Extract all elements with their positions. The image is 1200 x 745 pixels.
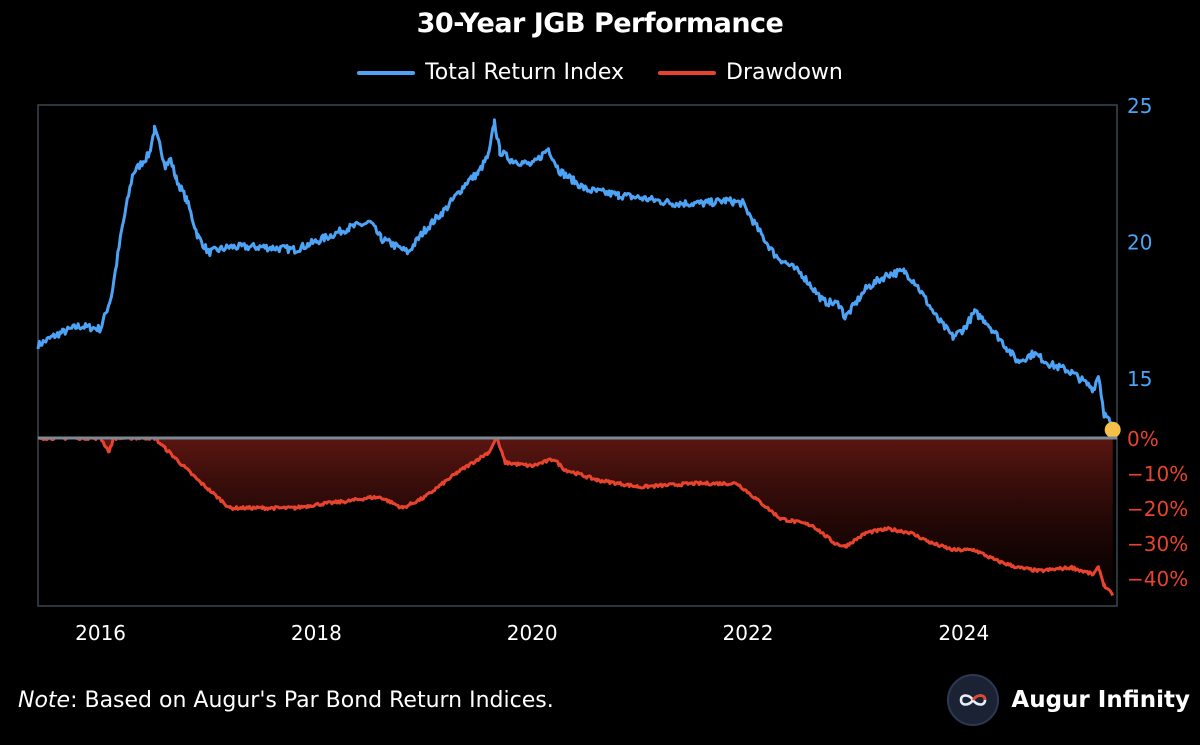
- chart-title: 30-Year JGB Performance: [416, 8, 784, 39]
- brand: Augur Infinity: [947, 674, 1190, 726]
- series-line-drawdown: [37, 436, 1115, 597]
- y-tick-label-bottom: −30%: [1127, 532, 1188, 556]
- x-tick-label: 2016: [75, 621, 126, 645]
- footnote: Note: Based on Augur's Par Bond Return I…: [18, 688, 554, 713]
- y-tick-label-top: 20: [1127, 230, 1152, 254]
- x-tick-label: 2020: [507, 621, 558, 645]
- x-axis: 2016 2018 2020 2022 2024: [75, 621, 989, 645]
- top-panel-frame: [37, 104, 1118, 439]
- legend-label-total-return: Total Return Index: [425, 60, 625, 85]
- series-end-marker: [1104, 421, 1121, 438]
- series-line-total-return: [36, 118, 1115, 431]
- bottom-panel: 0% −10% −20% −30% −40%: [37, 427, 1188, 607]
- note-text: : Based on Augur's Par Bond Return Indic…: [70, 688, 554, 713]
- y-tick-label-bottom: −40%: [1127, 567, 1188, 591]
- y-tick-label-bottom: 0%: [1127, 427, 1159, 451]
- x-tick-label: 2024: [938, 621, 989, 645]
- legend-swatch-total-return: [357, 70, 416, 75]
- brand-name: Augur Infinity: [1011, 687, 1190, 713]
- y-tick-label-bottom: −20%: [1127, 497, 1188, 521]
- chart-legend: Total Return Index Drawdown: [0, 60, 1200, 85]
- legend-swatch-drawdown: [658, 70, 717, 75]
- top-panel: 15 20 25: [36, 94, 1152, 439]
- legend-item-drawdown: Drawdown: [658, 60, 843, 85]
- note-label: Note: [18, 688, 71, 713]
- x-tick-label: 2018: [291, 621, 342, 645]
- legend-label-drawdown: Drawdown: [726, 60, 843, 85]
- legend-item-total-return: Total Return Index: [357, 60, 624, 85]
- y-tick-label-bottom: −10%: [1127, 462, 1188, 486]
- drawdown-area: [38, 438, 1113, 596]
- infinity-icon: [947, 674, 1000, 726]
- x-tick-label: 2022: [723, 621, 774, 645]
- y-tick-label-top: 25: [1127, 94, 1152, 118]
- y-tick-label-top: 15: [1127, 367, 1152, 391]
